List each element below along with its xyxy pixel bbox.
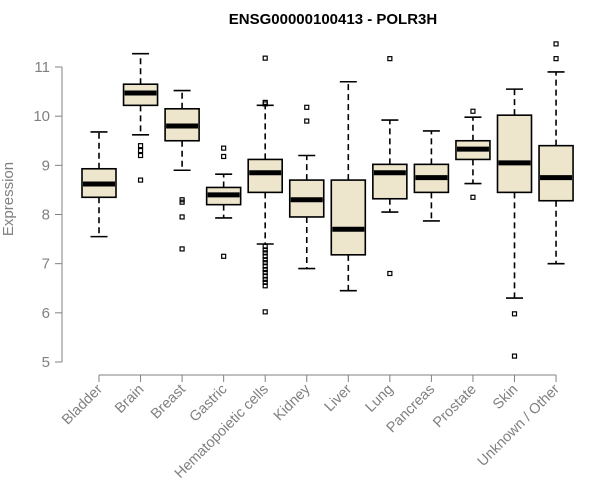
y-tick-label: 11 bbox=[34, 59, 50, 76]
outlier-point bbox=[553, 41, 559, 47]
x-tick-label: Prostate bbox=[430, 382, 479, 431]
outlier-point bbox=[262, 55, 268, 61]
box-prostate bbox=[455, 108, 491, 200]
x-tick-label: Skin bbox=[490, 382, 521, 413]
y-tick-label: 8 bbox=[42, 207, 50, 224]
box-pancreas bbox=[413, 130, 450, 222]
iqr-box bbox=[538, 144, 574, 202]
y-axis-label: Expression bbox=[0, 162, 17, 236]
box-gastric bbox=[205, 145, 242, 259]
outlier-point bbox=[137, 147, 144, 154]
outlier-point bbox=[221, 153, 227, 160]
outlier-point bbox=[262, 99, 268, 106]
y-tick-label: 6 bbox=[42, 305, 50, 322]
iqr-box bbox=[247, 158, 283, 194]
box-bladder bbox=[81, 131, 117, 238]
outlier-point bbox=[137, 152, 144, 159]
iqr-box bbox=[330, 179, 367, 256]
outlier-point bbox=[387, 270, 393, 277]
chart-title: ENSG00000100413 - POLR3H bbox=[229, 11, 437, 28]
outlier-point bbox=[221, 253, 227, 259]
box-skin bbox=[496, 88, 533, 359]
outlier-point bbox=[262, 243, 268, 250]
outlier-point bbox=[387, 56, 393, 62]
outlier-point bbox=[137, 177, 144, 183]
boxes-group bbox=[81, 41, 574, 359]
y-tick-label: 9 bbox=[42, 157, 50, 174]
outlier-point bbox=[262, 269, 268, 276]
outlier-point bbox=[179, 246, 185, 252]
x-tick-label: Breast bbox=[148, 382, 189, 423]
outlier-point bbox=[137, 143, 144, 149]
outlier-point bbox=[179, 197, 185, 203]
outlier-point bbox=[304, 104, 310, 110]
iqr-box bbox=[496, 114, 533, 194]
outlier-point bbox=[221, 145, 227, 151]
y-tick-label: 5 bbox=[42, 354, 50, 371]
box-hematopoietic-cells bbox=[247, 55, 283, 315]
outlier-point bbox=[179, 214, 185, 220]
outlier-point bbox=[262, 309, 268, 315]
box-kidney bbox=[288, 104, 325, 270]
box-unknown-other bbox=[538, 41, 574, 265]
outlier-point bbox=[262, 279, 268, 285]
y-axis: 5 6 7 8 9 10 11 bbox=[33, 59, 63, 371]
box-breast bbox=[164, 89, 200, 252]
iqr-box bbox=[372, 163, 408, 200]
outlier-point bbox=[470, 108, 476, 114]
x-tick-label: Brain bbox=[112, 382, 147, 417]
box-brain bbox=[122, 52, 159, 183]
box-lung bbox=[372, 56, 408, 277]
outlier-point bbox=[511, 311, 518, 317]
y-tick-label: 7 bbox=[42, 256, 50, 273]
outlier-point bbox=[470, 194, 476, 200]
x-tick-label: Lung bbox=[363, 382, 397, 416]
x-tick-label: Liver bbox=[322, 381, 356, 415]
box-liver bbox=[330, 80, 367, 292]
x-tick-label: Kidney bbox=[271, 381, 314, 424]
outlier-point bbox=[553, 56, 559, 62]
outlier-point bbox=[511, 353, 518, 359]
x-tick-label: Bladder bbox=[59, 381, 106, 428]
outlier-point bbox=[262, 250, 268, 256]
outlier-point bbox=[262, 260, 268, 266]
outlier-point bbox=[304, 118, 310, 124]
y-tick-label: 10 bbox=[33, 108, 50, 125]
